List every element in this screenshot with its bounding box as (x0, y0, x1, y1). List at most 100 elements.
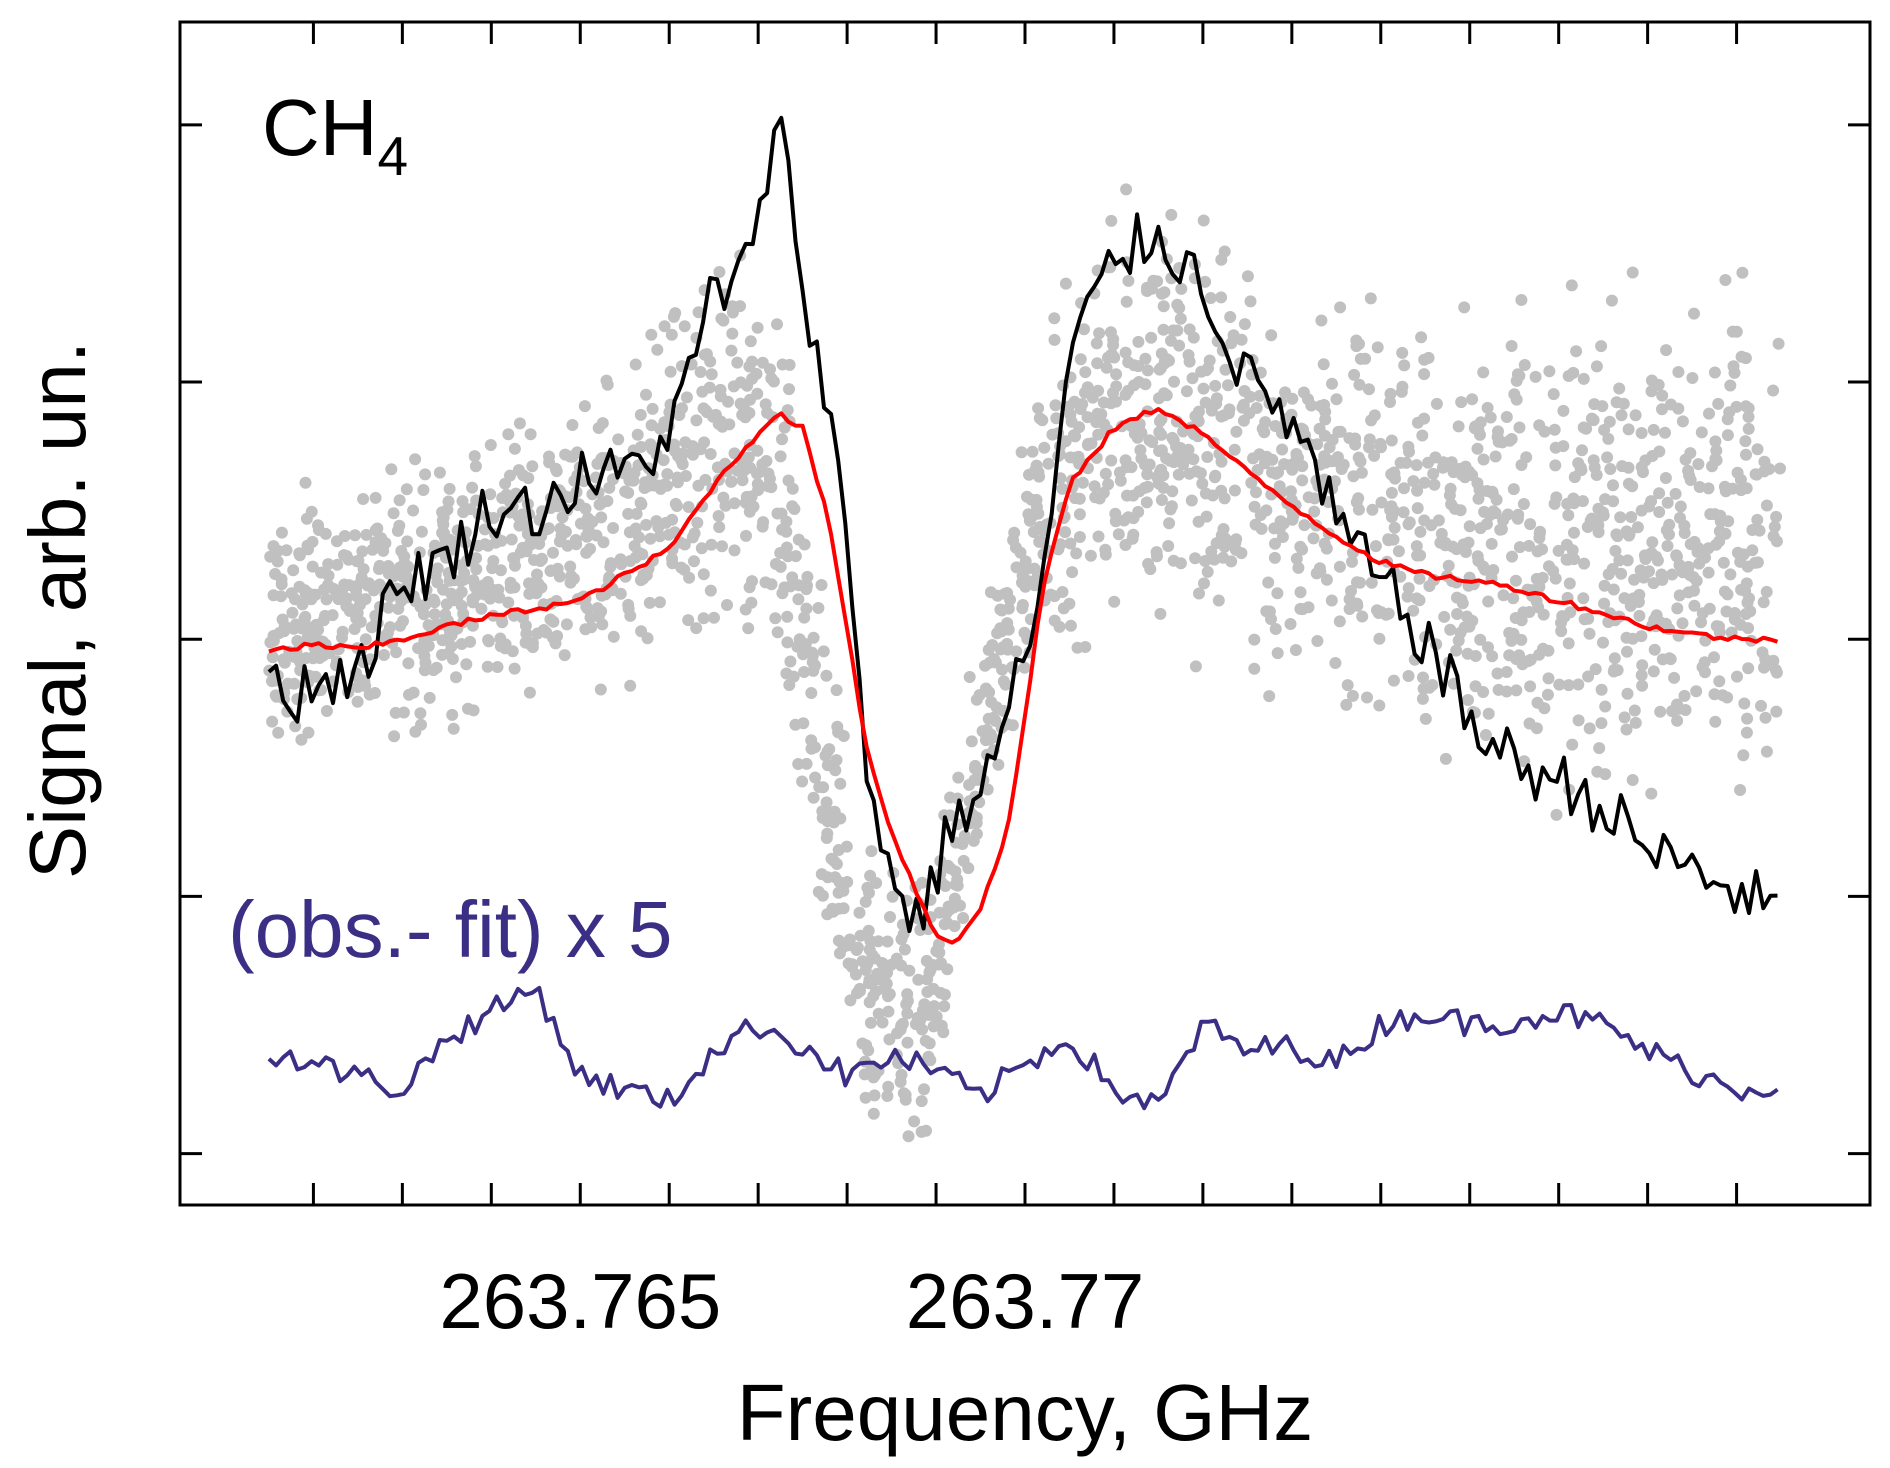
scatter-point-1854 (619, 485, 632, 498)
scatter-point-2115 (531, 568, 543, 581)
scatter-point-844 (553, 570, 566, 583)
scatter-point-2007 (393, 561, 406, 574)
scatter-point-1368 (1066, 566, 1079, 579)
scatter-point-2042 (1533, 531, 1546, 544)
scatter-point-1872 (1346, 689, 1359, 702)
scatter-point-1979 (445, 629, 458, 642)
scatter-point-1573 (1607, 665, 1620, 678)
scatter-point-575 (1703, 407, 1715, 420)
scatter-point-2035 (1153, 426, 1166, 439)
scatter-point-94 (1289, 644, 1302, 656)
scatter-point-2352 (298, 612, 311, 625)
scatter-point-2380 (675, 561, 688, 574)
scatter-point-1453 (1660, 524, 1673, 537)
scatter-point-1747 (737, 464, 750, 477)
scatter-point-2139 (865, 845, 878, 858)
scatter-point-1801 (1317, 358, 1330, 371)
scatter-point-2148 (1639, 454, 1652, 467)
scatter-point-1230 (531, 627, 544, 640)
scatter-point-1388 (1255, 522, 1268, 535)
scatter-point-242 (1269, 623, 1282, 635)
scatter-point-2074 (373, 559, 386, 572)
scatter-point-1954 (530, 587, 543, 600)
scatter-point-768 (415, 525, 428, 538)
scatter-point-1366 (922, 1050, 935, 1063)
scatter-point-1704 (1161, 353, 1174, 366)
scatter-point-2004 (1660, 344, 1673, 357)
scatter-point-2317 (1523, 539, 1535, 552)
scatter-point-608 (1599, 700, 1612, 713)
scatter-point-1046 (657, 454, 670, 467)
scatter-point-2078 (1500, 666, 1513, 678)
scatter-point-2323 (350, 579, 363, 592)
scatter-point-1987 (306, 560, 319, 573)
scatter-point-1332 (1319, 413, 1332, 426)
scatter-point-2016 (1010, 561, 1023, 574)
scatter-point-1082 (1414, 525, 1427, 538)
scatter-point-1400 (1513, 369, 1526, 382)
scatter-point-1187 (1542, 672, 1555, 685)
scatter-point-2149 (1206, 489, 1219, 502)
scatter-point-2269 (1331, 455, 1344, 468)
scatter-point-2019 (266, 651, 279, 664)
scatter-point-1527 (762, 467, 775, 480)
scatter-point-1627 (508, 662, 521, 675)
scatter-point-988 (1165, 208, 1178, 221)
scatter-point-914 (1048, 312, 1061, 325)
scatter-point-2358 (456, 495, 469, 508)
scatter-point-1654 (1209, 469, 1222, 482)
scatter-point-2090 (1167, 434, 1180, 447)
scatter-point-2372 (821, 908, 834, 921)
scatter-point-2248 (1201, 451, 1214, 463)
scatter-point-110 (1717, 556, 1730, 569)
scatter-point-1904 (789, 550, 802, 563)
scatter-point-8 (502, 596, 515, 609)
scatter-point-1512 (500, 491, 513, 504)
scatter-point-1532 (665, 328, 678, 341)
scatter-point-2144 (776, 358, 789, 371)
scatter-point-1806 (566, 419, 579, 431)
scatter-point-2008 (549, 462, 562, 475)
scatter-point-1128 (916, 876, 929, 889)
scatter-point-91 (682, 614, 695, 627)
scatter-point-2162 (930, 945, 943, 958)
scatter-point-111 (704, 448, 717, 460)
scatter-point-2045 (1224, 311, 1237, 323)
scatter-point-621 (859, 895, 872, 908)
scatter-point-879 (1511, 512, 1524, 525)
scatter-point-2109 (782, 474, 795, 487)
scatter-point-1415 (277, 653, 290, 666)
scatter-point-862 (1768, 520, 1781, 533)
scatter-point-1048 (1595, 340, 1608, 353)
scatter-point-1217 (1186, 372, 1199, 385)
scatter-point-355 (1692, 458, 1705, 471)
scatter-point-1158 (1401, 590, 1414, 603)
scatter-point-1499 (1307, 532, 1320, 545)
scatter-point-645 (1562, 679, 1575, 692)
scatter-point-2271 (1577, 421, 1590, 434)
scatter-point-926 (798, 538, 811, 551)
scatter-point-1839 (1038, 441, 1051, 454)
scatter-point-2282 (272, 544, 285, 557)
scatter-point-1291 (781, 636, 794, 649)
scatter-point-2052 (1679, 704, 1692, 716)
scatter-point-267 (981, 783, 994, 796)
scatter-point-2107 (622, 598, 635, 611)
scatter-point-1561 (996, 641, 1009, 654)
scatter-point-4 (578, 400, 591, 413)
scatter-point-2179 (1266, 453, 1279, 466)
scatter-point-2059 (1719, 274, 1732, 286)
scatter-point-2393 (481, 576, 494, 588)
scatter-point-1871 (299, 476, 312, 489)
scatter-point-1788 (1608, 652, 1621, 665)
scatter-point-526 (1415, 331, 1428, 344)
scatter-point-1653 (967, 834, 980, 847)
scatter-point-1493 (415, 718, 427, 731)
scatter-point-467 (1735, 350, 1748, 363)
scatter-point-1856 (924, 1008, 937, 1021)
scatter-point-1703 (1155, 463, 1168, 476)
scatter-point-1083 (1153, 445, 1166, 457)
scatter-point-1751 (767, 375, 780, 388)
scatter-point-774 (1033, 412, 1046, 425)
